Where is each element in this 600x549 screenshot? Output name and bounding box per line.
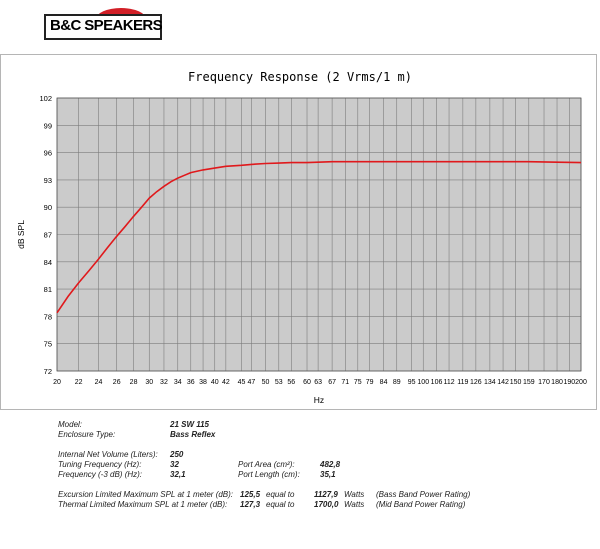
y-axis-label: dB SPL xyxy=(16,220,26,249)
excursion-value: 125,5 xyxy=(240,490,261,499)
y-tick-label: 72 xyxy=(44,367,52,376)
x-tick-label: 40 xyxy=(211,379,219,386)
x-tick-label: 26 xyxy=(113,379,121,386)
excursion-label: Excursion Limited Maximum SPL at 1 meter… xyxy=(58,490,234,499)
enclosure-label: Enclosure Type: xyxy=(58,430,116,439)
x-tick-label: 36 xyxy=(187,379,195,386)
x-tick-label: 42 xyxy=(222,379,230,386)
f3-value: 32,1 xyxy=(170,470,186,479)
enclosure-value: Bass Reflex xyxy=(170,430,216,439)
port-length-label: Port Length (cm): xyxy=(238,470,300,479)
y-tick-label: 78 xyxy=(44,312,52,321)
x-tick-label: 32 xyxy=(160,379,168,386)
x-tick-label: 71 xyxy=(341,379,349,386)
plot-border xyxy=(56,97,582,372)
thermal-watts: Watts xyxy=(344,500,365,509)
x-tick-label: 89 xyxy=(393,379,401,386)
x-tick-label: 28 xyxy=(130,379,138,386)
y-tick-label: 81 xyxy=(44,285,52,294)
x-tick-label: 170 xyxy=(538,379,550,386)
x-tick-label: 106 xyxy=(431,379,443,386)
x-tick-label: 60 xyxy=(303,379,311,386)
x-tick-label: 20 xyxy=(53,379,61,386)
excursion-watts: Watts xyxy=(344,490,365,499)
thermal-note: (Mid Band Power Rating) xyxy=(376,500,466,509)
y-tick-label: 93 xyxy=(44,176,52,185)
x-tick-label: 84 xyxy=(380,379,388,386)
y-tick-label: 90 xyxy=(44,203,52,212)
x-axis-label: Hz xyxy=(314,395,324,405)
x-tick-label: 50 xyxy=(262,379,270,386)
x-tick-label: 22 xyxy=(75,379,83,386)
y-tick-label: 99 xyxy=(44,121,52,130)
x-tick-label: 190 xyxy=(563,379,575,386)
y-tick-label: 75 xyxy=(44,340,52,349)
x-tick-label: 30 xyxy=(145,379,153,386)
x-tick-label: 119 xyxy=(457,379,468,386)
chart-title: Frequency Response (2 Vrms/1 m) xyxy=(188,70,412,84)
x-tick-label: 67 xyxy=(328,379,336,386)
f3-label: Frequency (-3 dB) (Hz): xyxy=(58,470,143,479)
brand-logo: B&C SPEAKERS xyxy=(44,14,163,40)
x-tick-label: 24 xyxy=(95,379,103,386)
thermal-label: Thermal Limited Maximum SPL at 1 meter (… xyxy=(58,500,228,509)
y-tick-label: 87 xyxy=(44,231,52,240)
tuning-value: 32 xyxy=(170,460,179,469)
x-tick-label: 159 xyxy=(523,379,535,386)
x-tick-label: 112 xyxy=(443,379,454,386)
x-tick-label: 95 xyxy=(408,379,416,386)
x-tick-label: 150 xyxy=(510,379,522,386)
x-tick-label: 53 xyxy=(275,379,283,386)
excursion-equal: equal to xyxy=(266,490,295,499)
y-tick-label: 102 xyxy=(39,94,52,103)
volume-value: 250 xyxy=(170,450,184,459)
x-tick-label: 38 xyxy=(199,379,207,386)
x-tick-label: 142 xyxy=(497,379,509,386)
tuning-label: Tuning Frequency (Hz): xyxy=(58,460,142,469)
model-value: 21 SW 115 xyxy=(170,420,209,429)
x-tick-label: 100 xyxy=(417,379,429,386)
x-tick-label: 79 xyxy=(366,379,374,386)
excursion-note: (Bass Band Power Rating) xyxy=(376,490,471,499)
x-tick-label: 75 xyxy=(354,379,362,386)
x-tick-label: 34 xyxy=(174,379,182,386)
thermal-watts-value: 1700,0 xyxy=(314,500,339,509)
x-tick-label: 180 xyxy=(551,379,563,386)
volume-label: Internal Net Volume (Liters): xyxy=(58,450,158,459)
port-area-value: 482,8 xyxy=(320,460,341,469)
x-tick-label: 63 xyxy=(314,379,322,386)
port-length-value: 35,1 xyxy=(320,470,336,479)
x-tick-label: 56 xyxy=(287,379,295,386)
model-label: Model: xyxy=(58,420,83,429)
response-curve xyxy=(56,160,582,314)
y-tick-label: 96 xyxy=(44,149,52,158)
x-tick-label: 47 xyxy=(248,379,256,386)
port-area-label: Port Area (cm²): xyxy=(238,460,295,469)
thermal-value: 127,3 xyxy=(240,500,261,509)
x-tick-label: 200 xyxy=(575,379,587,386)
excursion-watts-value: 1127,9 xyxy=(314,490,338,499)
x-tick-label: 134 xyxy=(484,379,496,386)
y-tick-label: 84 xyxy=(44,258,52,267)
x-tick-label: 45 xyxy=(238,379,246,386)
logo-text: B&C SPEAKERS xyxy=(50,17,163,34)
thermal-equal: equal to xyxy=(266,500,295,509)
x-tick-label: 126 xyxy=(470,379,482,386)
